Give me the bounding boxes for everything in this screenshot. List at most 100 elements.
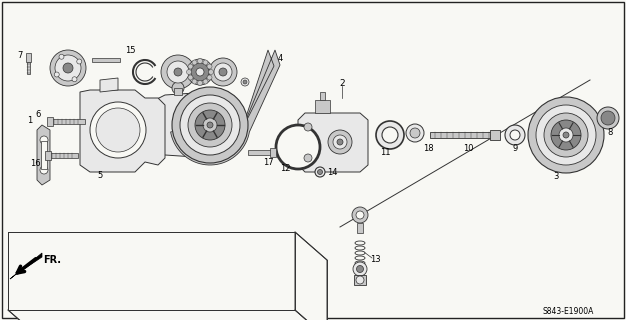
Text: 10: 10: [463, 143, 473, 153]
Circle shape: [382, 127, 398, 143]
Circle shape: [203, 118, 217, 132]
Text: 8: 8: [607, 127, 613, 137]
Circle shape: [551, 120, 581, 150]
Polygon shape: [37, 125, 50, 185]
Polygon shape: [295, 232, 327, 320]
Ellipse shape: [355, 241, 365, 245]
Bar: [48, 153, 78, 158]
Circle shape: [161, 55, 195, 89]
Circle shape: [214, 63, 232, 81]
Circle shape: [188, 64, 193, 69]
Circle shape: [356, 211, 364, 219]
Circle shape: [187, 69, 192, 75]
Polygon shape: [354, 275, 366, 285]
Circle shape: [276, 125, 320, 169]
Circle shape: [40, 136, 48, 144]
Circle shape: [195, 110, 225, 140]
Circle shape: [197, 81, 202, 85]
Circle shape: [63, 63, 73, 73]
Circle shape: [203, 79, 208, 84]
Ellipse shape: [355, 246, 365, 250]
Circle shape: [77, 59, 82, 64]
Circle shape: [544, 113, 588, 157]
Text: 7: 7: [18, 51, 23, 60]
Circle shape: [317, 170, 322, 174]
Text: 16: 16: [29, 158, 40, 167]
Text: 13: 13: [370, 255, 381, 265]
Circle shape: [333, 135, 347, 149]
Bar: [430, 132, 495, 138]
Polygon shape: [100, 78, 118, 92]
Bar: [270, 148, 276, 157]
Circle shape: [219, 68, 227, 76]
Circle shape: [353, 262, 367, 276]
Polygon shape: [10, 253, 42, 279]
Circle shape: [191, 63, 209, 81]
Polygon shape: [315, 100, 330, 113]
Circle shape: [304, 154, 312, 162]
Circle shape: [203, 60, 208, 65]
Circle shape: [376, 121, 404, 149]
Circle shape: [563, 132, 569, 138]
Polygon shape: [298, 113, 368, 172]
Circle shape: [172, 87, 248, 163]
Circle shape: [241, 78, 249, 86]
Text: 17: 17: [263, 157, 274, 166]
Bar: [27, 62, 30, 74]
Bar: [92, 58, 120, 62]
Polygon shape: [320, 92, 325, 100]
Ellipse shape: [355, 256, 365, 260]
Circle shape: [59, 54, 64, 59]
Text: 5: 5: [98, 171, 103, 180]
Polygon shape: [8, 310, 327, 320]
Circle shape: [328, 130, 352, 154]
Circle shape: [337, 139, 343, 145]
Polygon shape: [490, 130, 500, 140]
Circle shape: [207, 75, 212, 80]
Circle shape: [315, 167, 325, 177]
Text: FR.: FR.: [43, 255, 61, 265]
Text: 4: 4: [277, 53, 282, 62]
Bar: [26, 53, 31, 62]
Circle shape: [40, 166, 48, 174]
Circle shape: [174, 68, 182, 76]
Circle shape: [536, 105, 596, 165]
Circle shape: [601, 111, 615, 125]
Bar: [50, 119, 85, 124]
Bar: [47, 117, 53, 126]
Circle shape: [209, 58, 237, 86]
Text: 12: 12: [280, 164, 290, 172]
Bar: [41, 141, 47, 169]
Circle shape: [528, 97, 604, 173]
Circle shape: [197, 59, 202, 63]
Text: 1: 1: [28, 116, 33, 124]
Circle shape: [192, 79, 197, 84]
Circle shape: [187, 59, 213, 85]
Text: S843-E1900A: S843-E1900A: [542, 308, 593, 316]
Bar: [248, 150, 273, 155]
Circle shape: [207, 122, 213, 128]
Circle shape: [196, 68, 204, 76]
Text: 2: 2: [339, 78, 345, 87]
Circle shape: [72, 77, 77, 82]
Circle shape: [55, 55, 81, 81]
Bar: [45, 151, 51, 160]
Circle shape: [410, 128, 420, 138]
Bar: [357, 223, 363, 233]
Circle shape: [188, 103, 232, 147]
Circle shape: [356, 266, 364, 273]
Text: 18: 18: [423, 143, 433, 153]
Text: 15: 15: [125, 45, 135, 54]
Polygon shape: [155, 92, 220, 158]
Circle shape: [559, 128, 573, 142]
Circle shape: [192, 60, 197, 65]
Text: 14: 14: [327, 167, 337, 177]
Bar: [40, 140, 48, 170]
Circle shape: [90, 102, 146, 158]
Circle shape: [50, 50, 86, 86]
Ellipse shape: [355, 251, 365, 255]
Circle shape: [207, 64, 212, 69]
Circle shape: [510, 130, 520, 140]
Circle shape: [597, 107, 619, 129]
Circle shape: [180, 95, 240, 155]
